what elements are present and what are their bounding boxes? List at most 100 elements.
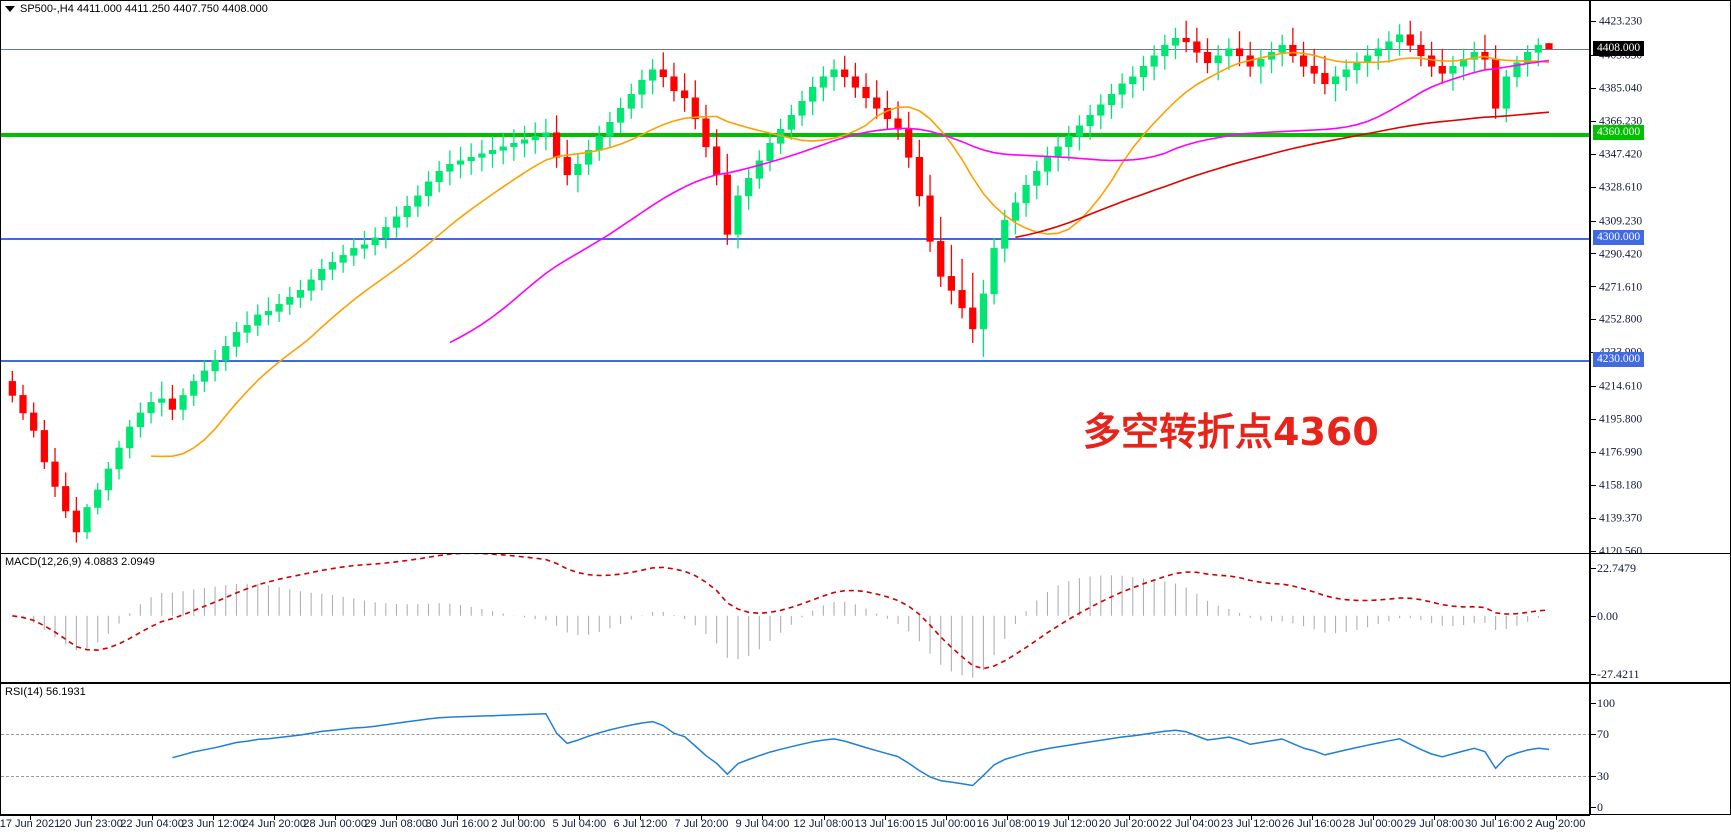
- time-axis-label: 30 Jun 16:00: [425, 818, 490, 830]
- time-tick-mark: [640, 815, 642, 820]
- rsi-tick-mark: [1591, 734, 1596, 736]
- rsi-axis-tick: 30: [1597, 768, 1609, 783]
- macd-panel[interactable]: MACD(12,26,9) 4.0883 2.0949 22.7479 0.00 -…: [0, 553, 1731, 683]
- chart-annotation: 多空转折点4360: [1083, 410, 1379, 454]
- time-tick-mark: [1311, 815, 1313, 820]
- price-reference-line: [1, 132, 1591, 137]
- price-plot-area[interactable]: [1, 1, 1730, 553]
- price-reference-line: [1, 48, 1591, 50]
- chart-symbol-ohlc: SP500-,H4 4411.000 4411.250 4407.750 440…: [20, 3, 268, 15]
- time-axis-label: 23 Jul 12:00: [1220, 818, 1281, 830]
- time-axis-label: 15 Jul 00:00: [915, 818, 976, 830]
- macd-tick-mark: [1591, 615, 1596, 617]
- time-axis-label: 2 Aug 20:00: [1526, 818, 1586, 830]
- time-axis-label: 22 Jun 04:00: [120, 818, 184, 830]
- macd-axis[interactable]: 22.7479 0.00 -27.4211: [1589, 554, 1730, 682]
- rsi-label: RSI(14) 56.1931: [5, 686, 86, 698]
- rsi-plot-area[interactable]: [1, 684, 1730, 814]
- price-axis-tick: 4423.230: [1591, 15, 1642, 29]
- rsi-guide-line: [1, 775, 1591, 777]
- time-tick-mark: [274, 815, 276, 820]
- rsi-tick-mark: [1591, 703, 1596, 705]
- chart-header: SP500-,H4 4411.000 4411.250 4407.750 440…: [1, 1, 268, 17]
- time-tick-mark: [1372, 815, 1374, 820]
- time-axis-label: 20 Jul 20:00: [1098, 818, 1159, 830]
- rsi-tick-mark: [1591, 775, 1596, 777]
- time-tick-mark: [30, 815, 31, 820]
- time-tick-mark: [762, 815, 764, 820]
- triangle-down-icon[interactable]: [5, 6, 15, 12]
- time-tick-mark: [823, 815, 825, 820]
- time-tick-mark: [1189, 815, 1191, 820]
- time-tick-mark: [1433, 815, 1435, 820]
- price-reference-line: [1, 237, 1591, 240]
- price-axis-tick: 4139.370: [1591, 512, 1642, 526]
- macd-tick-mark: [1591, 673, 1596, 675]
- macd-axis-tick: 0.00: [1597, 608, 1618, 623]
- time-axis-label: 26 Jul 16:00: [1281, 818, 1342, 830]
- price-marker-blue[interactable]: 4300.000: [1593, 229, 1645, 245]
- time-tick-mark: [579, 815, 581, 820]
- time-axis-label: 7 Jul 20:00: [674, 818, 729, 830]
- price-chart-panel[interactable]: SP500-,H4 4411.000 4411.250 4407.750 440…: [0, 0, 1731, 557]
- time-axis-label: 29 Jun 08:00: [364, 818, 429, 830]
- price-axis-tick: 4309.230: [1591, 215, 1642, 229]
- time-tick-mark: [335, 815, 337, 820]
- rsi-axis[interactable]: 100 70 30 0: [1589, 684, 1730, 814]
- rsi-axis-tick: 70: [1597, 727, 1609, 742]
- time-axis-label: 22 Jul 04:00: [1159, 818, 1220, 830]
- time-axis-label: 19 Jul 12:00: [1037, 818, 1098, 830]
- time-tick-mark: [1556, 815, 1557, 820]
- macd-plot-area[interactable]: [1, 554, 1730, 682]
- time-tick-mark: [213, 815, 215, 820]
- time-axis-label: 29 Jul 08:00: [1403, 818, 1464, 830]
- time-tick-mark: [457, 815, 459, 820]
- rsi-tick-mark: [1591, 806, 1596, 808]
- time-axis-label: 17 Jun 2021: [0, 818, 61, 830]
- time-tick-mark: [1250, 815, 1252, 820]
- time-axis-label: 28 Jun 00:00: [303, 818, 367, 830]
- time-tick-mark: [396, 815, 398, 820]
- macd-axis-tick: 22.7479: [1597, 560, 1636, 575]
- time-tick-mark: [701, 815, 703, 820]
- price-axis-tick: 4252.800: [1591, 313, 1642, 327]
- macd-tick-mark: [1591, 567, 1596, 569]
- time-tick-mark: [945, 815, 947, 820]
- time-axis-label: 2 Jul 00:00: [491, 818, 546, 830]
- macd-axis-tick: -27.4211: [1597, 666, 1640, 681]
- time-tick-mark: [1006, 815, 1008, 820]
- time-axis-label: 5 Jul 04:00: [552, 818, 607, 830]
- price-marker-last[interactable]: 4408.000: [1593, 40, 1645, 56]
- price-reference-line: [1, 360, 1591, 363]
- time-tick-mark: [91, 815, 93, 820]
- price-axis-tick: 4366.230: [1591, 115, 1642, 129]
- time-axis-label: 6 Jul 12:00: [613, 818, 668, 830]
- time-axis-label: 23 Jun 12:00: [181, 818, 245, 830]
- price-axis-tick: 4290.420: [1591, 248, 1642, 262]
- price-axis-tick: 4176.990: [1591, 446, 1642, 460]
- time-axis-label: 24 Jun 20:00: [242, 818, 306, 830]
- price-marker-green[interactable]: 4360.000: [1593, 124, 1645, 140]
- rsi-axis-tick: 100: [1597, 696, 1615, 711]
- time-axis-label: 9 Jul 04:00: [735, 818, 790, 830]
- price-marker-blue[interactable]: 4230.000: [1593, 352, 1645, 368]
- macd-label: MACD(12,26,9) 4.0883 2.0949: [5, 556, 155, 568]
- time-axis-label: 30 Jul 16:00: [1464, 818, 1525, 830]
- time-axis-label: 28 Jul 00:00: [1342, 818, 1403, 830]
- rsi-guide-line: [1, 734, 1591, 736]
- time-axis[interactable]: 17 Jun 2021 20 Jun 23:00 22 Jun 04:00 23 Ju…: [0, 815, 1590, 838]
- time-tick-mark: [518, 815, 520, 820]
- price-axis-tick: 4328.610: [1591, 181, 1642, 195]
- rsi-panel[interactable]: RSI(14) 56.1931 100 70 30 0: [0, 683, 1731, 815]
- time-tick-mark: [1128, 815, 1130, 820]
- price-axis-tick: 4347.420: [1591, 148, 1642, 162]
- price-axis-tick: 4158.180: [1591, 479, 1642, 493]
- rsi-axis-tick: 0: [1597, 799, 1603, 814]
- time-tick-mark: [1067, 815, 1069, 820]
- time-axis-label: 13 Jul 16:00: [854, 818, 915, 830]
- time-axis-label: 16 Jul 08:00: [976, 818, 1037, 830]
- price-axis-tick: 4195.800: [1591, 413, 1642, 427]
- time-axis-label: 12 Jul 08:00: [793, 818, 854, 830]
- price-axis[interactable]: 4423.2304403.8504385.0404366.2304347.420…: [1589, 1, 1730, 557]
